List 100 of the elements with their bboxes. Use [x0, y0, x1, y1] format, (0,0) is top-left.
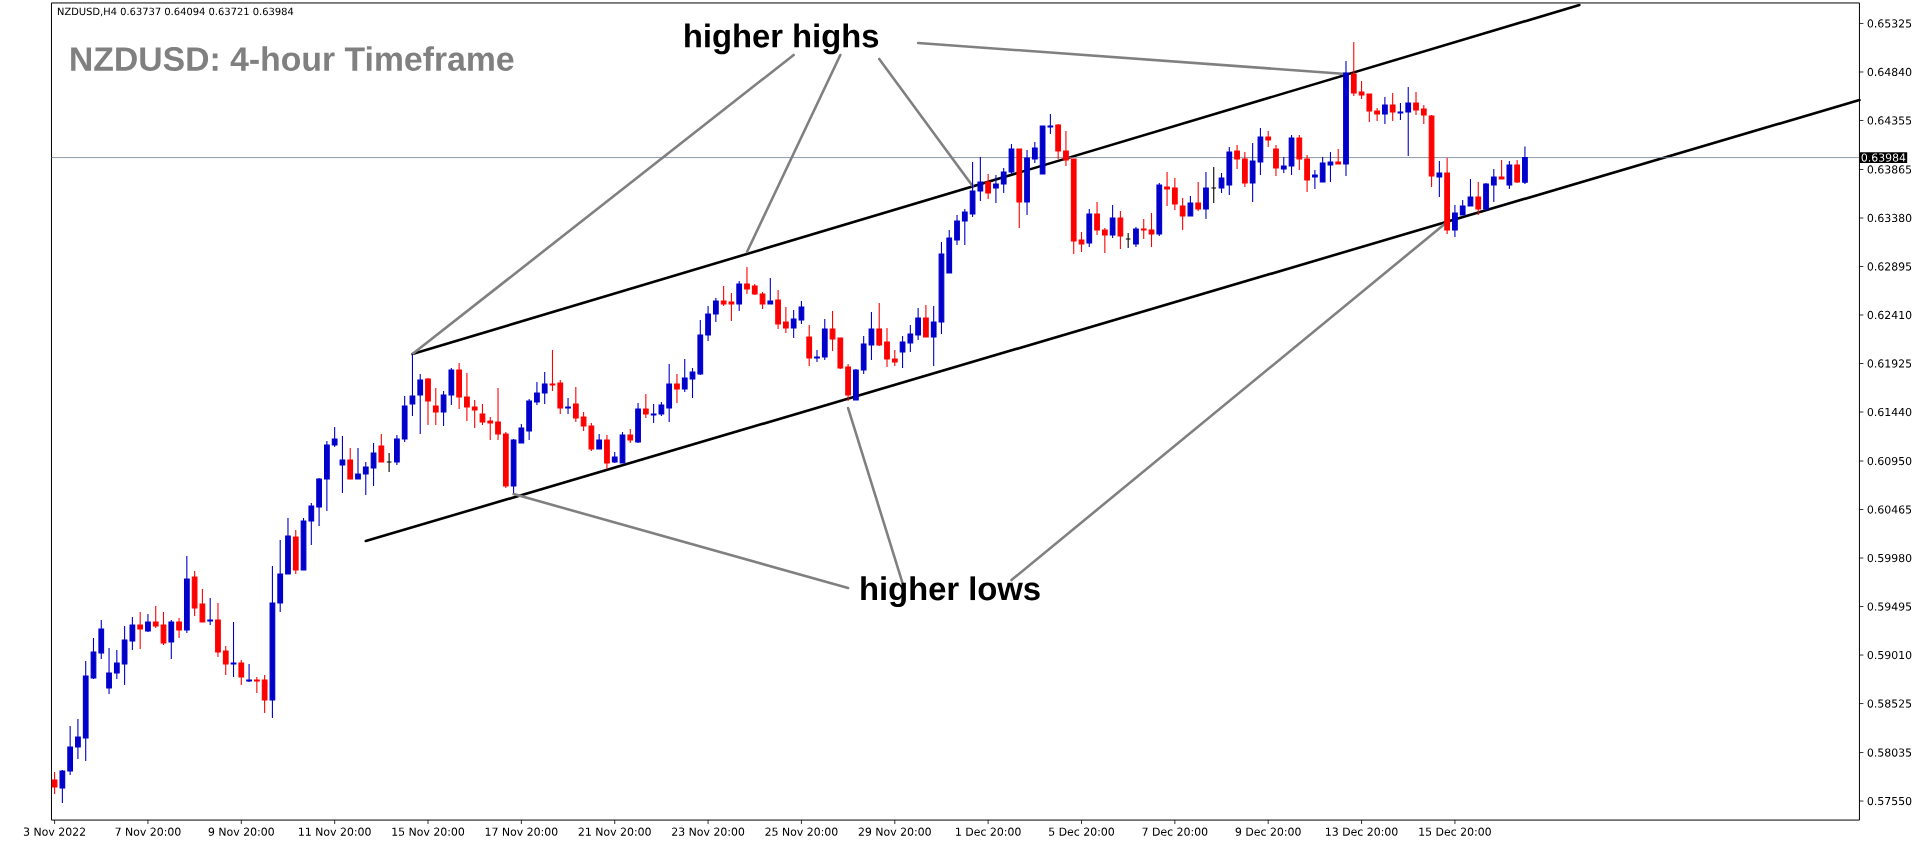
y-tick-label: 0.65325: [1867, 19, 1912, 28]
x-tick-label: 1 Dec 20:00: [956, 827, 1021, 836]
candlestick: [611, 451, 618, 464]
candlestick: [1016, 148, 1023, 229]
candlestick: [1506, 160, 1513, 190]
x-tick-label: 3 Nov 2022: [23, 827, 85, 836]
candlestick: [1452, 204, 1458, 238]
candlestick: [1140, 218, 1147, 240]
x-tick-label: 15 Dec 20:00: [1419, 827, 1491, 836]
y-tick-label: 0.58525: [1867, 699, 1912, 708]
y-tick-label: 0.64355: [1867, 116, 1912, 125]
candlestick: [1397, 102, 1404, 121]
x-tick-label: 7 Dec 20:00: [1142, 827, 1208, 836]
candlestick: [572, 386, 579, 423]
candlestick: [1522, 146, 1528, 185]
candlestick: [744, 266, 750, 295]
candlestick: [82, 660, 89, 762]
candlestick: [425, 377, 431, 426]
candlestick: [1389, 92, 1396, 122]
candlestick: [1234, 144, 1240, 170]
candlestick: [954, 214, 960, 246]
candlestick: [1514, 159, 1521, 184]
candlestick: [1171, 177, 1178, 211]
candlestick: [1288, 134, 1295, 176]
candlestick: [1203, 171, 1209, 220]
candlestick: [1382, 96, 1388, 125]
candlestick: [751, 283, 758, 296]
candlestick: [876, 302, 883, 347]
x-tick-label: 11 Nov 20:00: [299, 827, 371, 836]
candlestick: [409, 353, 416, 417]
candlestick: [1475, 181, 1482, 216]
candlestick: [705, 305, 711, 342]
candlestick: [1280, 156, 1287, 174]
candlestick: [1498, 159, 1505, 180]
candlestick: [1156, 182, 1163, 237]
candlestick: [98, 619, 105, 660]
candlestick: [277, 539, 284, 613]
candlestick: [1031, 141, 1038, 164]
candlestick: [1070, 158, 1077, 255]
candlestick: [806, 324, 813, 367]
ref-line-label: 0.63984: [1861, 153, 1906, 162]
candlestick: [222, 645, 229, 676]
candlestick: [378, 433, 385, 463]
candlestick: [534, 381, 540, 406]
candlestick: [1179, 197, 1186, 231]
candlestick: [323, 440, 330, 512]
candlestick: [526, 398, 533, 441]
candlestick: [339, 435, 346, 494]
candlestick: [549, 349, 556, 392]
candlestick: [1428, 114, 1435, 188]
y-tick-label: 0.63865: [1867, 165, 1912, 174]
candlestick: [1133, 226, 1139, 248]
candlestick: [1343, 60, 1349, 177]
y-tick-label: 0.62410: [1867, 310, 1912, 320]
candlestick: [471, 399, 478, 429]
y-tick-label: 0.58035: [1867, 748, 1912, 757]
candlestick: [238, 659, 245, 686]
y-tick-label: 0.59495: [1867, 602, 1912, 611]
candlestick: [502, 431, 509, 489]
x-tick-label: 29 Nov 20:00: [858, 827, 931, 836]
candlestick: [464, 372, 470, 422]
candlestick: [176, 617, 182, 639]
candlestick: [1210, 166, 1217, 204]
candlestick: [915, 307, 922, 341]
candlestick: [674, 373, 680, 404]
candlestick: [292, 529, 299, 575]
candlestick: [1148, 212, 1155, 248]
candlestick: [565, 397, 571, 415]
candlestick: [1117, 210, 1124, 250]
candlestick: [230, 621, 237, 678]
candlestick: [432, 387, 439, 426]
candlestick: [495, 387, 501, 441]
candlestick: [635, 402, 641, 444]
candlestick: [775, 289, 781, 330]
candlestick: [394, 434, 400, 466]
x-tick-label: 21 Nov 20:00: [578, 827, 651, 836]
y-tick-label: 0.60465: [1867, 505, 1912, 514]
candlestick: [845, 363, 851, 402]
y-tick-label: 0.59010: [1867, 650, 1912, 660]
y-tick-label: 0.57550: [1867, 796, 1912, 806]
candlestick: [891, 349, 898, 367]
candlestick: [1187, 195, 1194, 217]
x-tick-label: 23 Nov 20:00: [672, 827, 745, 836]
x-tick-label: 15 Nov 20:00: [392, 827, 465, 836]
candlestick: [557, 379, 564, 415]
y-tick-label: 0.64840: [1867, 67, 1912, 77]
candlestick: [152, 605, 159, 629]
candlestick: [1296, 134, 1303, 171]
candlestick: [627, 428, 634, 444]
candlestick: [456, 362, 463, 410]
candlestick: [946, 229, 953, 274]
y-tick-label: 0.59980: [1867, 553, 1912, 563]
candlestick: [1241, 151, 1248, 188]
candlestick: [681, 358, 688, 393]
y-tick-label: 0.63380: [1867, 213, 1912, 223]
candlestick: [821, 318, 828, 361]
candlestick: [417, 373, 424, 435]
candlestick: [269, 565, 276, 719]
candlestick: [253, 676, 260, 694]
candlestick: [183, 555, 190, 634]
